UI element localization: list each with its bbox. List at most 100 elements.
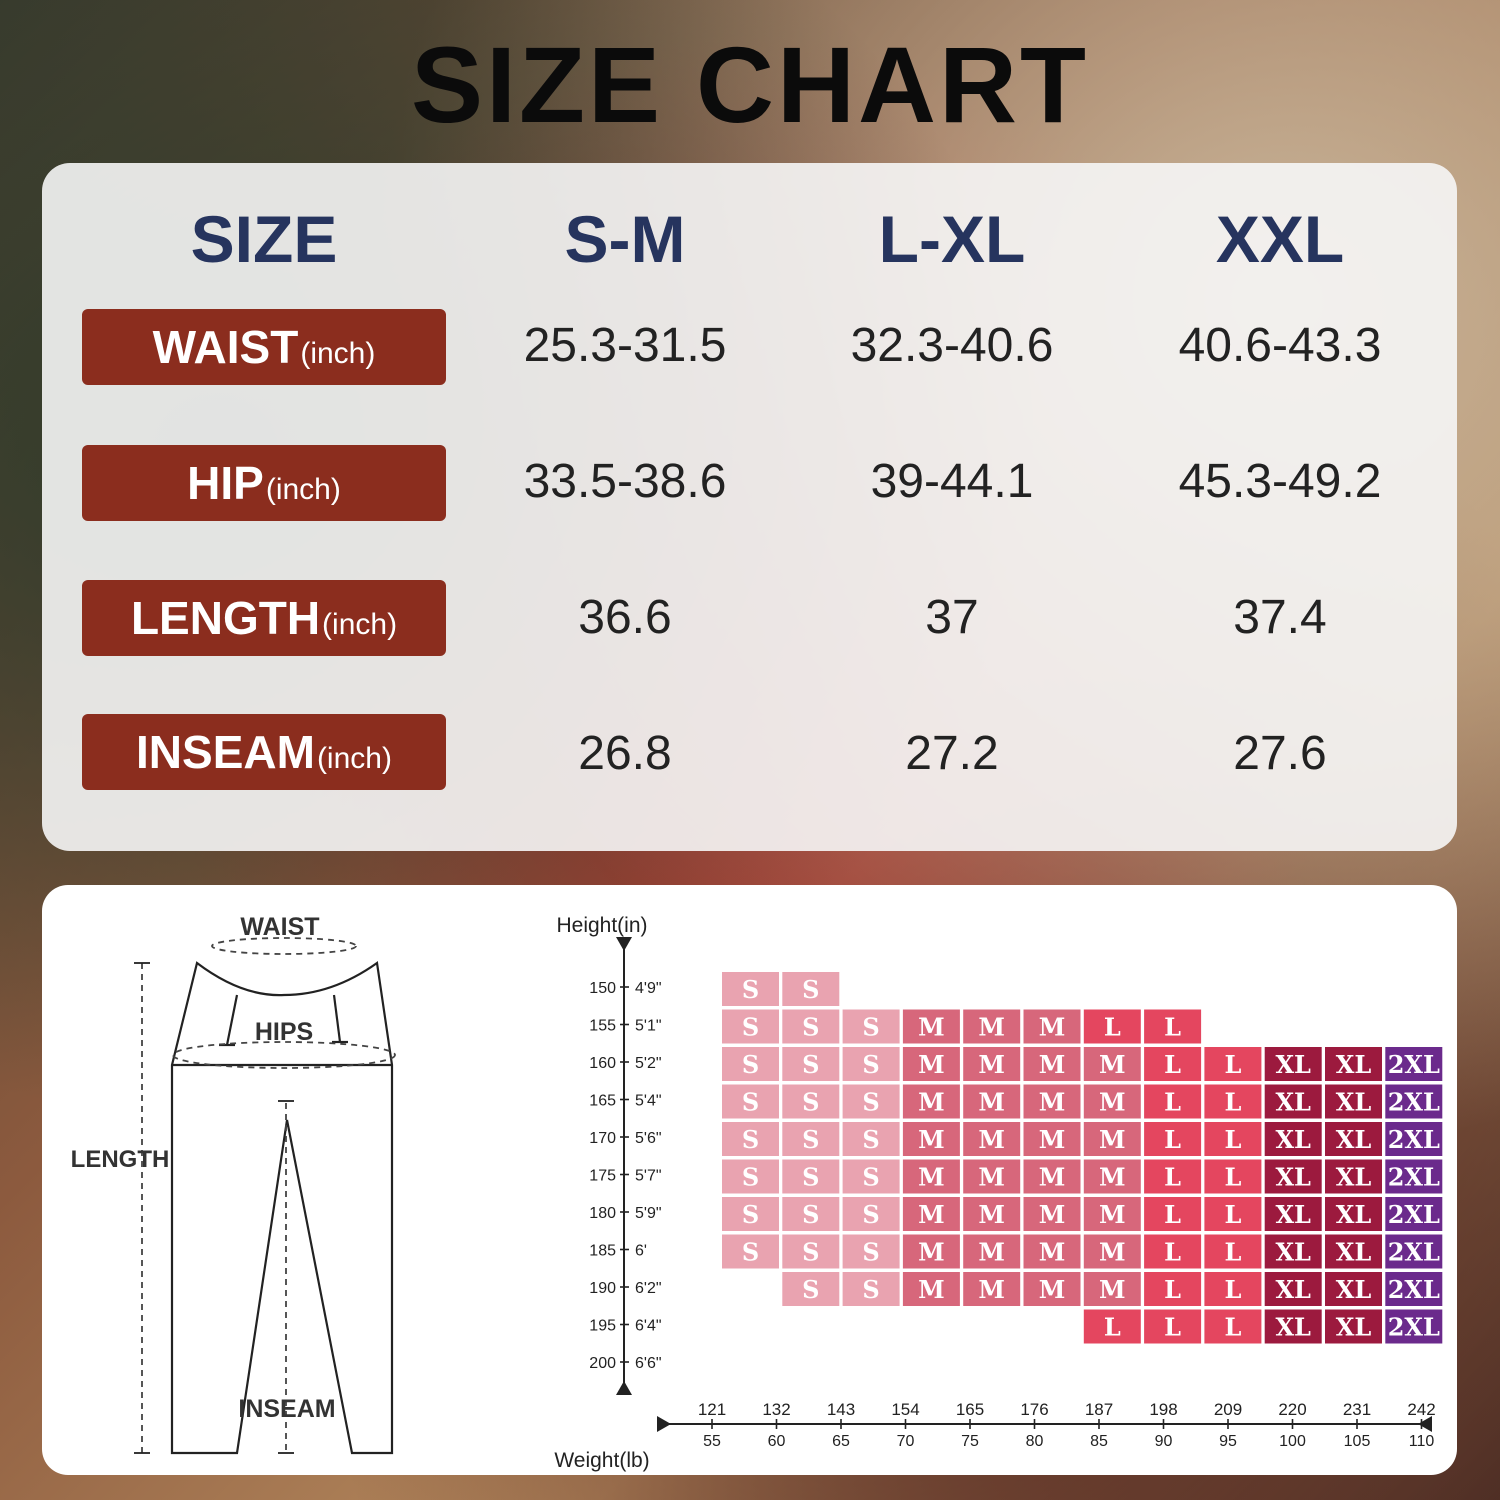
height-ft-tick-label: 6'6" [635, 1355, 662, 1372]
weight-lb-tick-label: 242 [1407, 1400, 1435, 1419]
measurement-panel: WAIST HIPS LENGTH INSEAM Height(in) Weig… [42, 885, 1457, 1475]
size-cell-label: S [742, 1050, 759, 1079]
size-cell-label: S [742, 1125, 759, 1154]
size-cell [782, 1197, 840, 1231]
size-cell-label: M [1099, 1125, 1126, 1154]
waist-xxl-value: 40.6-43.3 [1178, 319, 1382, 372]
size-cell-label: S [862, 1200, 879, 1229]
weight-kg-tick-label: 90 [1155, 1433, 1173, 1450]
size-cell-label: M [1099, 1088, 1126, 1117]
size-cell [1204, 1309, 1262, 1344]
size-cell [1144, 1197, 1202, 1231]
size-cell-label: M [918, 1088, 945, 1117]
size-cell [1083, 1009, 1141, 1044]
size-cell [963, 1122, 1021, 1156]
size-cell-label: M [1039, 1200, 1066, 1229]
size-cell [963, 1234, 1021, 1269]
weight-lb-tick-label: 209 [1214, 1400, 1242, 1419]
height-cm-tick-label: 170 [589, 1130, 616, 1147]
weight-axis-arrow-right [1418, 1416, 1432, 1432]
size-cell [722, 1122, 779, 1156]
size-cell-label: S [862, 1275, 879, 1304]
height-cm-tick-label: 160 [589, 1055, 616, 1072]
size-cell [1083, 1122, 1141, 1156]
weight-kg-tick-label: 110 [1409, 1433, 1435, 1450]
size-cell-label: L [1224, 1238, 1241, 1267]
size-cell [1264, 1084, 1322, 1119]
row-label-inseam: INSEAM (inch) [82, 714, 446, 790]
size-cell-label: M [918, 1013, 945, 1042]
height-axis-arrow-top [616, 937, 632, 951]
size-cell-label: L [1224, 1125, 1241, 1154]
size-cell-label: M [978, 1275, 1005, 1304]
size-cell-label: L [1164, 1313, 1181, 1342]
size-cell-label: M [918, 1125, 945, 1154]
size-cell [902, 1197, 960, 1231]
size-cell-label: XL [1275, 1238, 1311, 1267]
size-cell-label: XL [1275, 1050, 1311, 1079]
inseam-xxl-value: 27.6 [1233, 727, 1327, 780]
size-cell [1023, 1122, 1081, 1156]
size-cell [1144, 1009, 1202, 1044]
size-cell [1083, 1272, 1141, 1306]
size-cell [963, 1197, 1021, 1231]
size-cell [963, 1084, 1021, 1119]
row-label-unit: (inch) [316, 742, 392, 775]
size-cell-label: M [1039, 1125, 1066, 1154]
size-cell [782, 972, 840, 1006]
size-cell-label: L [1224, 1050, 1241, 1079]
weight-kg-tick-label: 105 [1344, 1433, 1371, 1450]
size-cell [1264, 1272, 1322, 1306]
weight-lb-tick-label: 231 [1343, 1400, 1371, 1419]
height-cm-tick-label: 155 [589, 1018, 616, 1035]
weight-lb-tick-label: 143 [827, 1400, 855, 1419]
size-cell-label: S [862, 1013, 879, 1042]
size-cell [722, 1084, 779, 1119]
size-cell-label: M [978, 1200, 1005, 1229]
size-cell [1204, 1159, 1262, 1194]
size-cell-label: XL [1336, 1275, 1372, 1304]
size-cell-label: S [802, 975, 819, 1004]
hips-diagram-label: HIPS [255, 1018, 313, 1046]
size-cell [1264, 1309, 1322, 1344]
weight-lb-tick-label: 198 [1149, 1400, 1177, 1419]
size-cell-label: S [802, 1238, 819, 1267]
size-cell-label: M [978, 1125, 1005, 1154]
weight-lb-tick-label: 220 [1278, 1400, 1306, 1419]
waist-s-m-value: 25.3-31.5 [523, 319, 727, 372]
size-cell [902, 1084, 960, 1119]
size-cell-label: S [742, 1200, 759, 1229]
weight-lb-tick-label: 165 [956, 1400, 984, 1419]
size-cell [1325, 1047, 1382, 1081]
size-cell [782, 1047, 840, 1081]
size-cell [963, 1009, 1021, 1044]
hip-s-m-value: 33.5-38.6 [523, 455, 727, 508]
row-label-hip: HIP (inch) [82, 445, 446, 521]
size-cell-label: S [862, 1238, 879, 1267]
height-cm-tick-label: 180 [589, 1205, 616, 1222]
size-cell [782, 1272, 840, 1306]
weight-kg-tick-label: 85 [1090, 1433, 1108, 1450]
size-cell-label: L [1164, 1050, 1181, 1079]
length-s-m-value: 36.6 [578, 591, 672, 644]
size-cell-label: XL [1275, 1163, 1311, 1192]
size-cell-label: M [1099, 1163, 1126, 1192]
size-cell-label: S [802, 1088, 819, 1117]
height-cm-tick-label: 195 [589, 1318, 616, 1335]
waist-diagram-label: WAIST [240, 913, 319, 941]
size-cell-label: S [742, 1238, 759, 1267]
height-cm-tick-label: 175 [589, 1168, 616, 1185]
size-cell [1385, 1047, 1443, 1081]
size-cell [1325, 1084, 1382, 1119]
size-cell-label: M [1039, 1088, 1066, 1117]
size-cell-label: S [742, 1088, 759, 1117]
size-cell-label: L [1224, 1088, 1241, 1117]
size-cell [842, 1122, 900, 1156]
size-cell-label: L [1224, 1200, 1241, 1229]
height-cm-tick-label: 150 [589, 980, 616, 997]
height-axis-title: Height(in) [556, 914, 647, 937]
size-cell-label: 2XL [1388, 1313, 1440, 1342]
size-cell-label: M [1099, 1200, 1126, 1229]
size-cell-label: L [1164, 1163, 1181, 1192]
size-cell-label: L [1164, 1200, 1181, 1229]
